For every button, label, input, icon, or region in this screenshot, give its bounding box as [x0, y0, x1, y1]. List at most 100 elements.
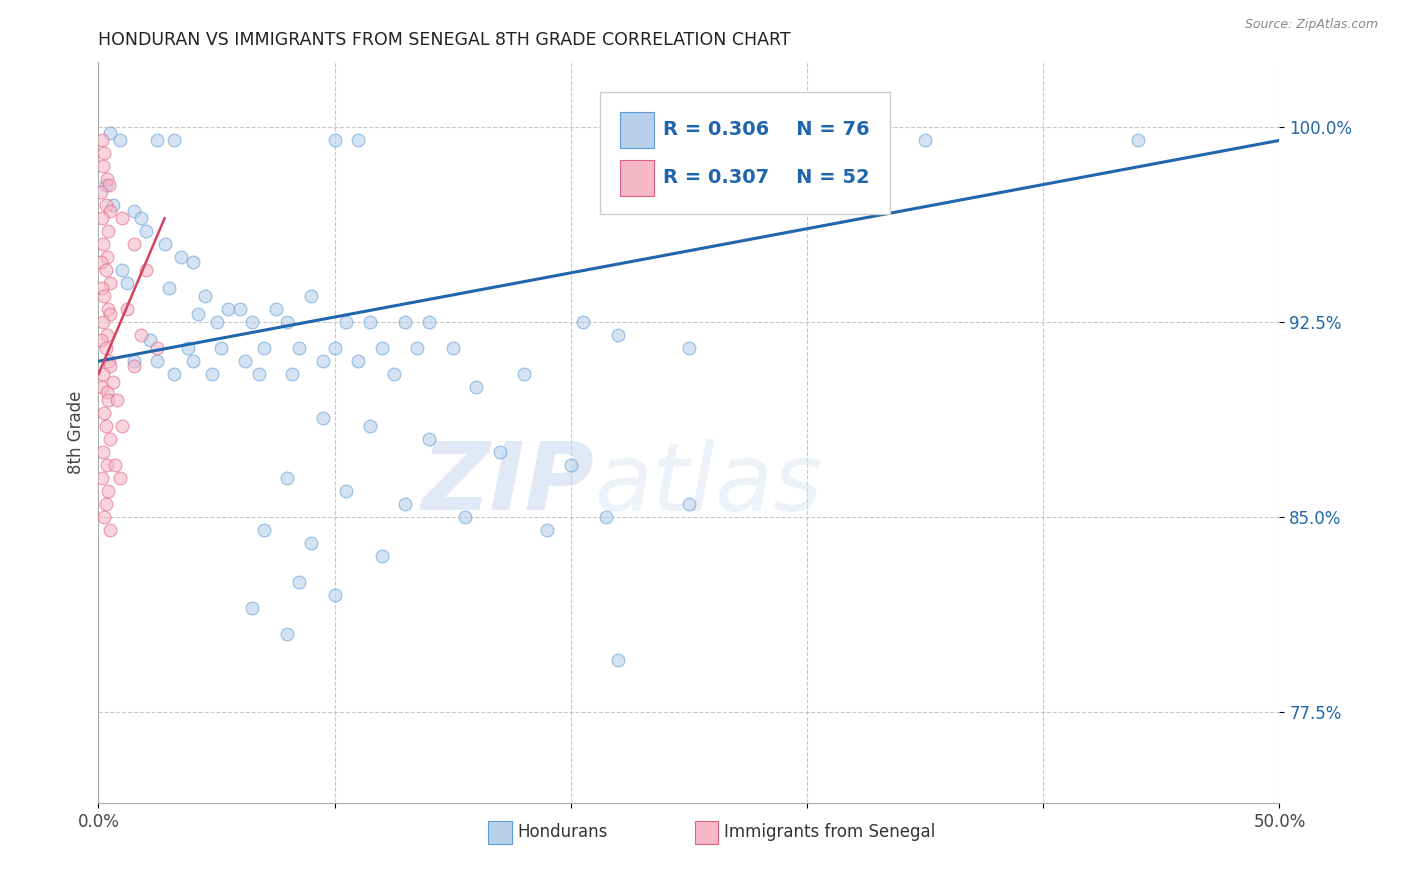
- Point: [105, 393, 128, 408]
- Point: [465, 380, 488, 394]
- Point: [441, 341, 464, 355]
- Point: [512, 367, 534, 381]
- Point: [91, 471, 114, 485]
- Point: [98, 307, 121, 321]
- Point: [866, 133, 889, 147]
- Point: [312, 411, 335, 425]
- Point: [90, 255, 112, 269]
- Point: [98, 178, 121, 192]
- Point: [276, 627, 298, 641]
- Point: [201, 367, 224, 381]
- Point: [111, 263, 134, 277]
- Text: atlas: atlas: [595, 439, 823, 530]
- Point: [91, 237, 114, 252]
- Text: R = 0.307    N = 52: R = 0.307 N = 52: [664, 169, 869, 187]
- Point: [129, 328, 152, 343]
- Point: [312, 354, 335, 368]
- Point: [97, 393, 120, 408]
- Point: [122, 203, 145, 218]
- Point: [276, 315, 298, 329]
- Point: [394, 315, 416, 329]
- Point: [96, 172, 118, 186]
- Point: [233, 354, 256, 368]
- Point: [177, 341, 200, 355]
- Point: [93, 146, 115, 161]
- Point: [139, 334, 162, 348]
- Point: [595, 510, 617, 524]
- Point: [153, 237, 176, 252]
- Point: [135, 224, 157, 238]
- Point: [98, 277, 121, 291]
- Point: [97, 302, 120, 317]
- Point: [187, 307, 209, 321]
- Point: [94, 263, 117, 277]
- Point: [560, 458, 582, 472]
- Point: [323, 341, 346, 355]
- Point: [91, 367, 114, 381]
- Point: [146, 133, 169, 147]
- Point: [335, 484, 357, 499]
- Point: [98, 432, 121, 446]
- Point: [91, 159, 114, 173]
- Bar: [695, 822, 718, 844]
- Point: [288, 574, 311, 589]
- Point: [98, 359, 121, 374]
- Point: [323, 133, 346, 147]
- Point: [247, 367, 270, 381]
- Point: [97, 224, 120, 238]
- Point: [371, 549, 394, 563]
- Point: [93, 406, 115, 420]
- Point: [101, 375, 124, 389]
- Point: [453, 510, 475, 524]
- Point: [122, 237, 145, 252]
- Point: [146, 341, 169, 355]
- Point: [240, 601, 263, 615]
- Point: [607, 653, 630, 667]
- Point: [91, 315, 114, 329]
- Point: [205, 315, 228, 329]
- Point: [94, 497, 117, 511]
- Point: [135, 263, 157, 277]
- Point: [571, 315, 593, 329]
- Point: [93, 510, 115, 524]
- Point: [181, 354, 204, 368]
- Point: [240, 315, 263, 329]
- Point: [253, 523, 276, 537]
- Text: Immigrants from Senegal: Immigrants from Senegal: [724, 823, 935, 841]
- Text: Hondurans: Hondurans: [517, 823, 607, 841]
- Point: [104, 458, 127, 472]
- Point: [96, 250, 118, 264]
- Point: [217, 302, 239, 317]
- Point: [229, 302, 252, 317]
- Point: [157, 281, 180, 295]
- Point: [323, 588, 346, 602]
- Point: [91, 133, 114, 147]
- Point: [489, 445, 512, 459]
- Point: [406, 341, 429, 355]
- Point: [194, 289, 217, 303]
- Point: [98, 523, 121, 537]
- Point: [94, 198, 117, 212]
- Bar: [488, 822, 512, 844]
- Point: [1126, 133, 1149, 147]
- Text: R = 0.306    N = 76: R = 0.306 N = 76: [664, 120, 869, 139]
- Point: [97, 484, 120, 499]
- Point: [335, 315, 357, 329]
- Point: [91, 281, 114, 295]
- Point: [96, 458, 118, 472]
- Point: [288, 341, 311, 355]
- Point: [122, 354, 145, 368]
- Point: [94, 178, 117, 192]
- Point: [108, 471, 131, 485]
- Text: HONDURAN VS IMMIGRANTS FROM SENEGAL 8TH GRADE CORRELATION CHART: HONDURAN VS IMMIGRANTS FROM SENEGAL 8TH …: [98, 31, 792, 49]
- Point: [607, 328, 630, 343]
- Point: [101, 198, 124, 212]
- Point: [93, 289, 115, 303]
- Point: [98, 354, 121, 368]
- Bar: [620, 161, 654, 195]
- Point: [108, 133, 131, 147]
- Point: [209, 341, 232, 355]
- Point: [418, 432, 440, 446]
- Y-axis label: 8th Grade: 8th Grade: [66, 391, 84, 475]
- Point: [299, 289, 322, 303]
